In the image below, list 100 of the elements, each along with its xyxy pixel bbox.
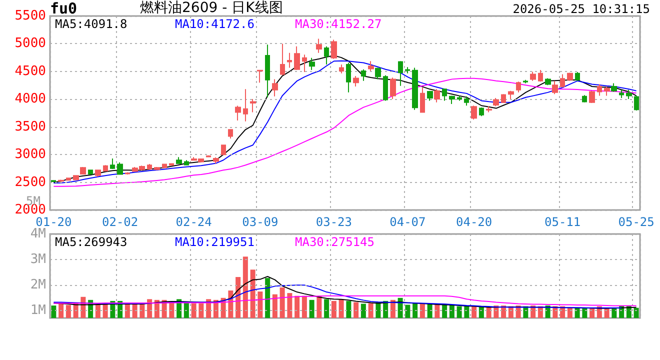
candlestick: [331, 39, 337, 60]
text: MA10:4172.6: [175, 17, 254, 31]
candlestick: [405, 66, 410, 74]
candlestick: [368, 60, 374, 72]
candlestick: [117, 162, 123, 176]
text: MA5:269943: [55, 235, 128, 249]
candlestick: [611, 82, 617, 92]
y-tick-label: 4000: [14, 92, 46, 107]
y-tick-label: 3000: [14, 147, 46, 162]
candlestick: [501, 94, 506, 104]
y-tick-label: 2M: [30, 277, 46, 292]
candlestick: [147, 163, 152, 170]
x-tick-label: 05-11: [544, 215, 581, 229]
candlestick: [552, 80, 558, 95]
candlestick: [530, 71, 536, 82]
candlestick: [434, 88, 440, 103]
candlestick: [464, 96, 469, 106]
x-tick-label: 03-09: [242, 215, 278, 229]
candlestick: [176, 156, 182, 164]
candlestick: [626, 89, 632, 100]
candlestick: [88, 169, 93, 176]
y-tick-label: 3M: [30, 252, 46, 267]
candlestick: [383, 74, 388, 102]
candlestick: [95, 169, 101, 178]
candlestick: [280, 43, 285, 76]
x-tick-label: 01-20: [36, 215, 72, 229]
line-series: [53, 284, 622, 308]
candlestick: [486, 106, 492, 113]
annotation: fu0: [50, 0, 78, 18]
chart-title: 燃料油2609 - 日K线图: [140, 0, 283, 16]
candlestick: [154, 166, 160, 171]
candlestick: [110, 158, 115, 170]
text: MA5:4091.8: [55, 17, 128, 31]
x-tick-label: 05-25: [618, 215, 654, 229]
candlestick: [51, 180, 56, 183]
candlestick: [103, 164, 108, 172]
candlestick: [339, 64, 344, 74]
candlestick: [560, 74, 565, 88]
candlestick: [162, 163, 167, 168]
text: 2026-05-25 10:31:15: [512, 2, 650, 16]
y-tick-label: 5000: [14, 36, 46, 52]
candlestick: [589, 90, 595, 104]
candlestick: [493, 98, 499, 107]
text: MA30:275145: [295, 235, 374, 249]
candlestick: [73, 174, 79, 181]
candlestick: [575, 72, 580, 82]
candlestick: [619, 89, 624, 99]
candlestick: [184, 160, 189, 166]
candlestick: [243, 88, 248, 122]
candlestick: [604, 86, 610, 96]
candlestick: [346, 62, 351, 93]
candlestick: [169, 162, 174, 166]
candlestick: [545, 78, 551, 86]
candlestick: [66, 177, 71, 181]
candlestick: [206, 154, 211, 158]
y-tick-label: 2500: [14, 174, 46, 190]
candlestick: [361, 68, 366, 82]
candlestick: [125, 172, 130, 176]
y-tick-label: 4M: [30, 226, 46, 242]
candlestick: [479, 106, 484, 117]
candlestick: [449, 95, 455, 104]
candlestick: [213, 156, 219, 164]
text: MA10:219951: [175, 235, 254, 249]
x-tick-label: 02-24: [176, 215, 212, 229]
x-tick-label: 02-02: [102, 215, 138, 229]
candlestick: [272, 78, 278, 97]
candlestick: [235, 105, 241, 121]
candlestick: [398, 60, 403, 86]
candlestick: [390, 77, 396, 100]
candlestick: [516, 81, 521, 93]
candlestick: [582, 94, 587, 103]
candlestick: [287, 52, 292, 68]
candlestick: [228, 128, 233, 139]
line-series: [53, 295, 637, 306]
candlestick: [309, 57, 315, 71]
candlestick: [302, 54, 307, 73]
candlestick: [508, 90, 514, 100]
candlestick: [538, 70, 543, 82]
y-tick-label: 4500: [14, 64, 46, 79]
candlestick: [427, 90, 433, 102]
candlestick: [324, 46, 329, 65]
text: MA30:4152.27: [295, 17, 382, 31]
candlestick: [634, 95, 639, 112]
y-tick-label: 3500: [14, 119, 46, 134]
candlestick: [457, 95, 462, 102]
candlestick: [316, 38, 322, 54]
candlestick: [420, 87, 425, 113]
x-tick-label: 04-07: [390, 215, 426, 229]
candlestick: [523, 79, 528, 84]
candlestick: [442, 88, 447, 102]
candlestick: [80, 166, 86, 176]
x-tick-label: 03-23: [316, 215, 352, 229]
y-tick-label: 5500: [14, 8, 46, 24]
candlestick: [597, 84, 602, 96]
line-series: [53, 78, 637, 187]
x-tick-label: 04-20: [456, 215, 492, 229]
y-tick-label: 1M: [30, 302, 46, 318]
candlestick: [353, 75, 359, 88]
candlestick: [294, 46, 300, 71]
candlestick: [221, 144, 226, 156]
